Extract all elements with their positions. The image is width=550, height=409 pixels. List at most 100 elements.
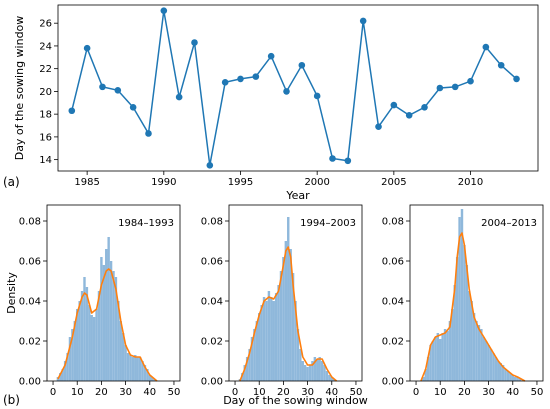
y-axis-label: Density [5,272,18,314]
histogram-bar [453,285,456,381]
histogram-bar [92,317,96,381]
histogram-bar [262,297,266,381]
histogram-bar [328,375,331,381]
histogram-bar [303,365,307,381]
data-point [175,93,183,101]
histogram-bar [59,373,62,381]
histogram-bar [311,361,314,381]
data-point [114,86,122,94]
histogram-bar [102,265,106,381]
histogram-bar [516,377,519,381]
histogram-bar [265,301,268,381]
histogram-bar [480,329,483,381]
y-tick-label: 0.08 [19,217,41,228]
y-tick-label: 0.00 [201,377,223,388]
histogram-bar [68,337,72,381]
histogram-bar [253,329,256,381]
data-point [436,84,444,92]
histogram-bar [499,363,502,381]
histogram-bar [291,273,295,381]
histogram-bar [492,353,495,381]
data-point [482,43,490,51]
data-point [252,73,260,80]
histogram-bar [460,209,464,381]
histogram-bar [448,321,452,381]
x-tick-label: 10 [253,387,266,398]
histogram-bar [330,377,333,381]
data-point [359,17,367,25]
x-tick-label: 10 [434,387,447,398]
histogram-bar [150,377,154,381]
y-tick-label: 0.00 [382,377,404,388]
histogram-bar [465,265,469,381]
y-tick-label: 0.06 [201,257,223,268]
data-point [129,104,137,111]
histogram-bar [509,373,512,381]
histogram-bar [146,369,149,381]
data-point [390,101,398,109]
histogram-bar [95,309,98,381]
histogram-bar [134,355,137,381]
data-point [206,162,214,169]
histogram-bar [316,359,319,381]
histogram-bar [131,357,135,381]
histogram-bar [294,301,297,381]
histogram-bar [289,249,292,381]
y-tick-label: 0.04 [201,297,223,308]
plot-frame [409,204,544,382]
histogram-bar [475,321,478,381]
histogram-bar [325,371,329,381]
x-tick-label: 50 [168,387,181,398]
data-point [329,155,336,162]
y-tick-label: 0.04 [19,297,41,308]
x-axis-label: Year [285,189,310,202]
y-tick-label: 0.04 [382,297,404,308]
histogram-bar [308,365,312,381]
x-tick-label: 40 [143,387,156,398]
x-tick-label: 40 [506,387,519,398]
histogram-bar [463,245,466,381]
histogram-bar [323,365,326,381]
x-tick-label: 30 [482,387,495,398]
data-point [298,61,306,69]
histogram-bar [489,349,493,381]
histogram-bar [443,329,447,381]
x-tick-label: 20 [458,387,471,398]
histogram-bar [282,257,285,381]
histogram-bar [436,333,440,381]
histogram-bar [112,271,115,381]
y-tick-label: 26 [39,19,52,30]
x-tick-label: 0 [50,387,56,398]
histogram-bar [472,313,476,381]
x-tick-label: 1990 [151,177,176,188]
histogram-bar [482,337,485,381]
histogram-bar [143,365,147,381]
histogram-bar [446,331,449,381]
histogram-bar [477,325,481,381]
histogram-bar [426,357,430,381]
histogram-bar [511,375,514,381]
histogram-bar [279,271,283,381]
plot-frame [57,4,539,172]
histogram-bar [267,291,271,381]
y-tick-label: 14 [39,155,52,166]
x-tick-label: 20 [95,387,108,398]
histogram-bar [301,361,304,381]
histogram-bar [138,357,142,381]
histogram-bar [83,277,86,381]
kde-line [57,268,158,382]
data-point [221,79,229,86]
histogram-bar [451,309,454,381]
data-point [467,77,474,85]
histogram-bar [260,305,263,381]
x-tick-label: 30 [119,387,132,398]
plot-frame [228,204,363,382]
data-point [83,44,91,52]
histogram-bar [100,257,103,381]
histogram-bar [272,301,275,381]
histogram-bar [124,345,127,381]
histogram-bar [250,337,254,381]
histogram-bar [431,341,435,381]
data-point [160,7,168,14]
histogram-bar [284,241,288,381]
